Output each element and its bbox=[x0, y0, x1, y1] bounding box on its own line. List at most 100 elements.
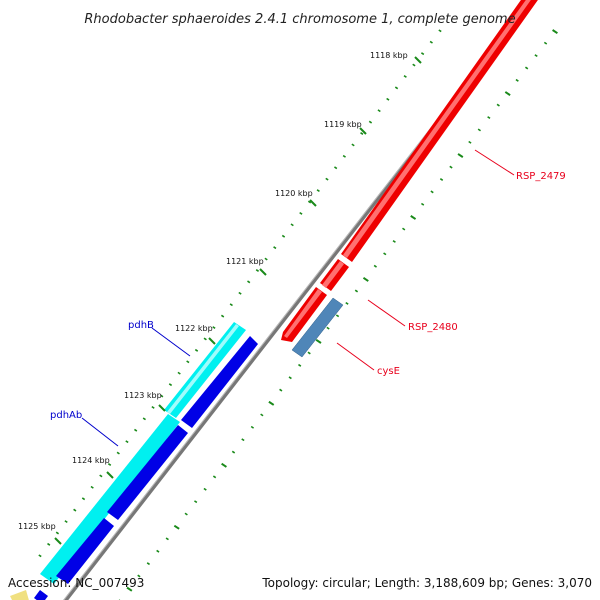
tick-dot bbox=[430, 190, 434, 194]
tick-dot bbox=[168, 383, 173, 387]
tick-dot bbox=[273, 246, 277, 250]
tick-dot-tracks bbox=[38, 29, 558, 600]
tick-dot bbox=[229, 303, 233, 307]
kbp-tick-mark bbox=[309, 199, 317, 207]
tick-dot bbox=[504, 91, 511, 96]
tick-dot bbox=[299, 211, 303, 215]
tick-dot bbox=[55, 531, 60, 535]
tick-dot bbox=[316, 189, 320, 193]
feature-pdhB-blue[interactable] bbox=[181, 336, 258, 428]
feature-blue-lower[interactable] bbox=[56, 518, 114, 584]
label-pdhAb[interactable]: pdhAb bbox=[50, 410, 82, 421]
tick-dot bbox=[477, 128, 481, 132]
tick-dot bbox=[515, 78, 519, 82]
tick-dot bbox=[260, 413, 264, 417]
tick-dot bbox=[383, 252, 387, 256]
tick-dot bbox=[107, 463, 112, 466]
tick-dot bbox=[368, 120, 373, 124]
feature-pdhAb-cyan[interactable] bbox=[40, 414, 180, 584]
tick-dot bbox=[81, 497, 86, 501]
tick-dot bbox=[160, 394, 164, 398]
tick-dot bbox=[326, 326, 330, 330]
tick-dot bbox=[116, 451, 120, 455]
accession-text: Accession: NC_007493 bbox=[8, 576, 144, 590]
tick-dot bbox=[307, 351, 311, 355]
tick-dot bbox=[142, 417, 146, 421]
tick-dot bbox=[250, 425, 255, 429]
tick-dot bbox=[403, 74, 407, 78]
tick-dot bbox=[212, 326, 216, 330]
kbp-tick-label: 1123 kbp bbox=[124, 391, 162, 400]
tick-dot bbox=[298, 363, 302, 367]
chromosome-backbone bbox=[63, 0, 535, 600]
leader-line-RSP_2479 bbox=[474, 149, 515, 176]
tick-dot bbox=[335, 314, 340, 318]
tick-dot bbox=[402, 227, 406, 231]
tick-dot bbox=[315, 338, 322, 344]
tick-dot bbox=[238, 291, 242, 295]
tick-dot bbox=[64, 520, 68, 524]
label-cysE[interactable]: cysE bbox=[377, 366, 400, 377]
feature-RSP_2480-highlight bbox=[322, 261, 344, 288]
forward-feature-track bbox=[281, 0, 538, 342]
kbp-tick-mark bbox=[414, 56, 422, 64]
tick-dot bbox=[125, 440, 129, 444]
tick-dot bbox=[351, 143, 355, 147]
tick-dot bbox=[221, 462, 227, 468]
label-RSP_2480[interactable]: RSP_2480 bbox=[408, 322, 458, 333]
tick-dot bbox=[146, 562, 151, 566]
feature-pdhAb-blue[interactable] bbox=[107, 425, 188, 520]
kbp-tick-mark bbox=[54, 537, 62, 545]
tick-dot bbox=[231, 450, 236, 454]
feature-cyan-highlight bbox=[167, 324, 239, 414]
kbp-tick-label: 1125 kbp bbox=[18, 522, 56, 531]
feature-blue-bottom[interactable] bbox=[34, 590, 48, 600]
kbp-tick-mark bbox=[359, 127, 367, 135]
tick-dot bbox=[247, 280, 251, 284]
tick-dot bbox=[394, 86, 399, 90]
tick-dot bbox=[552, 29, 558, 35]
tick-dot bbox=[184, 512, 188, 516]
tick-dot bbox=[334, 166, 338, 170]
label-pdhB[interactable]: pdhB bbox=[128, 320, 154, 331]
feature-cysE[interactable] bbox=[291, 297, 344, 358]
kbp-tick-label: 1122 kbp bbox=[175, 324, 213, 333]
label-RSP_2479[interactable]: RSP_2479 bbox=[516, 171, 566, 182]
cyan-feature-track bbox=[40, 322, 246, 584]
tick-dot bbox=[420, 202, 425, 206]
leader-line-pdhB bbox=[151, 327, 191, 357]
tick-dot bbox=[264, 257, 268, 261]
tick-dot bbox=[194, 500, 198, 504]
map-title: Rhodobacter sphaeroides 2.4.1 chromosome… bbox=[84, 12, 515, 27]
tick-dot bbox=[220, 314, 225, 318]
tick-dot bbox=[38, 554, 42, 558]
tick-dot bbox=[151, 405, 155, 409]
tick-dot bbox=[449, 165, 453, 169]
tick-dot bbox=[457, 153, 464, 158]
tick-dot bbox=[496, 103, 500, 107]
tick-dot bbox=[90, 485, 94, 489]
tick-dot bbox=[307, 200, 312, 204]
tick-dot bbox=[439, 178, 444, 181]
tick-dot bbox=[156, 549, 160, 553]
tick-dot bbox=[134, 428, 138, 432]
tick-dot bbox=[420, 52, 425, 56]
tick-dot bbox=[279, 388, 283, 392]
tick-dot bbox=[126, 586, 133, 592]
tick-dot bbox=[73, 508, 77, 512]
tick-dot bbox=[137, 574, 141, 578]
tick-dot bbox=[99, 474, 103, 478]
kbp-tick-group: 1118 kbp 1119 kbp 1120 kbp 1121 kbp 1122 kbp… bbox=[18, 51, 422, 545]
tick-dot bbox=[241, 438, 245, 442]
tick-dot bbox=[186, 360, 190, 364]
kbp-tick-label: 1124 kbp bbox=[72, 456, 110, 465]
tick-dot bbox=[212, 475, 217, 479]
tick-dot bbox=[290, 223, 294, 227]
tick-dot bbox=[165, 537, 169, 541]
tick-dot bbox=[345, 301, 349, 305]
tick-dot bbox=[412, 63, 416, 67]
tick-dot bbox=[173, 524, 180, 530]
kbp-tick-label: 1119 kbp bbox=[324, 120, 362, 129]
tick-dot bbox=[288, 376, 292, 380]
